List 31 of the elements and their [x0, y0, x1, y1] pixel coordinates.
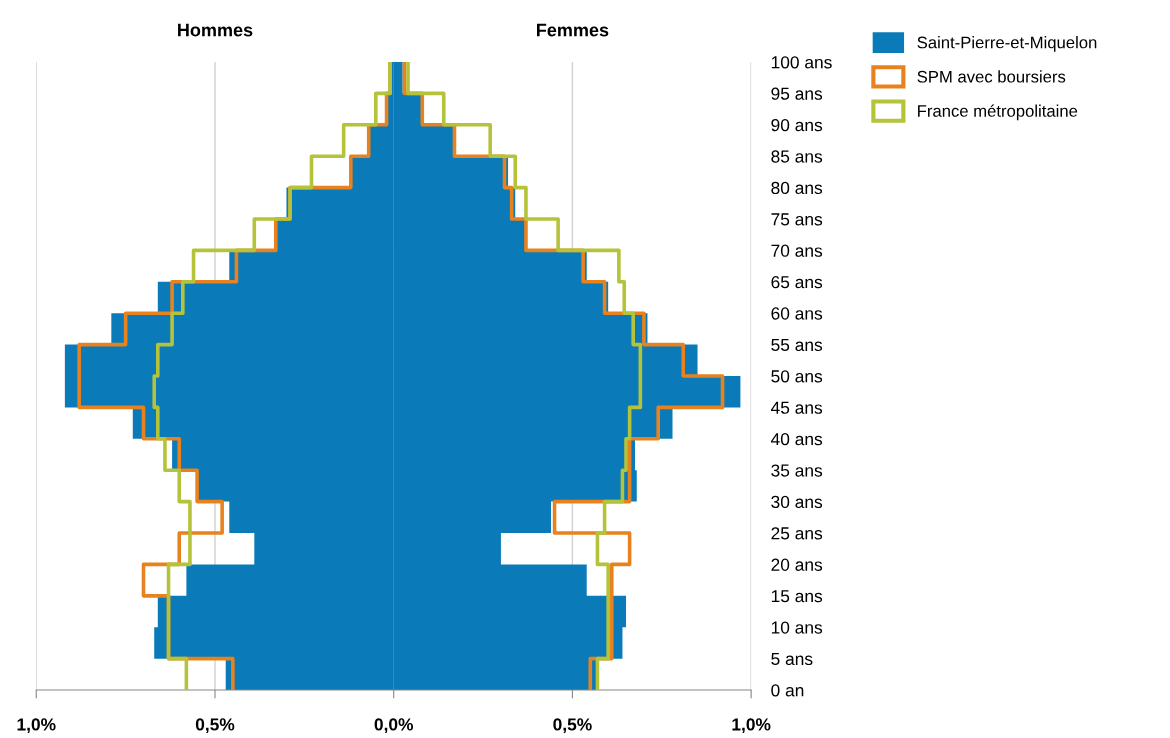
y-tick-label: 30 ans	[771, 495, 823, 509]
y-tick-label: 15 ans	[771, 590, 823, 603]
x-tick-label: 0,5%	[553, 718, 592, 734]
y-tick-label: 85 ans	[771, 150, 823, 163]
y-tick-label: 45 ans	[770, 401, 823, 414]
y-tick-label: 75 ans	[771, 213, 823, 226]
legend-label: SPM avec boursiers	[917, 70, 1066, 83]
text: Femmes	[537, 23, 609, 37]
x-tick-label: 0,0%	[374, 718, 414, 734]
x-tick-label: 0,5%	[195, 718, 235, 734]
y-tick-label: 80 ans	[771, 181, 823, 195]
legend-label: Saint-Pierre-et-Miquelon	[917, 36, 1097, 52]
text: Hommes	[178, 23, 253, 37]
y-tick-label: 0 an	[771, 684, 804, 697]
y-tick-label: 60 ans	[771, 307, 823, 320]
y-tick-label: 95 ans	[771, 87, 823, 100]
y-tick-label: 55 ans	[771, 338, 823, 352]
y-tick-label: 65 ans	[771, 275, 823, 289]
y-tick-label: 5 ans	[771, 652, 813, 666]
y-tick-label: 70 ans	[771, 244, 823, 257]
legend-label: France métropolitaine	[918, 104, 1078, 121]
y-tick-label: 100 ans	[771, 56, 832, 69]
y-tick-label: 90 ans	[771, 118, 823, 132]
y-tick-label: 35 ans	[771, 464, 823, 477]
y-tick-label: 20 ans	[771, 558, 823, 571]
y-tick-label: 50 ans	[771, 370, 823, 383]
y-tick-label: 25 ans	[771, 527, 823, 540]
x-tick-label: 1,0%	[17, 718, 56, 734]
y-tick-label: 40 ans	[770, 432, 823, 446]
x-tick-label: 1,0%	[732, 718, 771, 734]
y-tick-label: 10 ans	[771, 621, 823, 634]
